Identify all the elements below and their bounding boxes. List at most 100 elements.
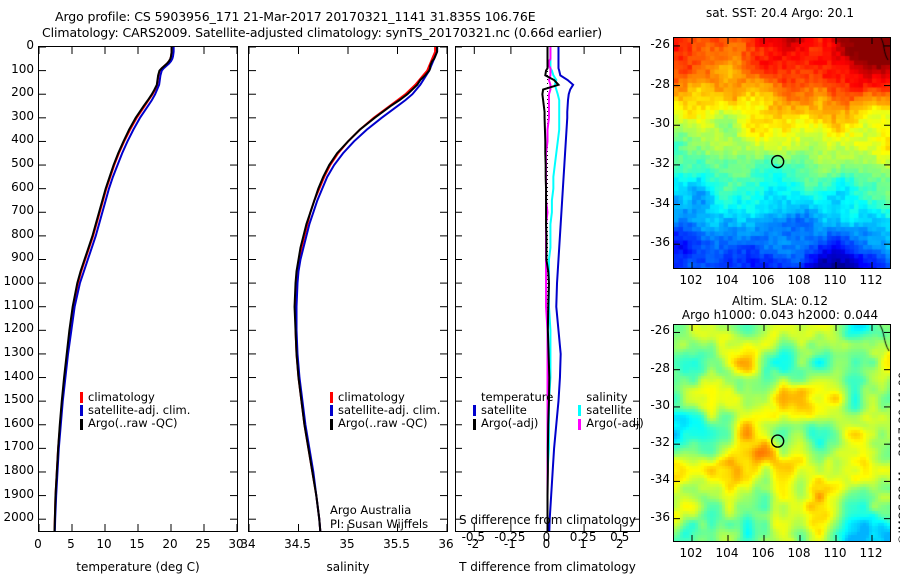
sla-map-title-line2: Argo h1000: 0.043 h2000: 0.044: [681, 308, 879, 322]
axis-tick-label: 104: [715, 546, 739, 560]
axis-tick-label: 0: [26, 38, 34, 52]
legend-label-s-satellite: satellite: [586, 403, 633, 418]
axis-tick-label: 30: [228, 537, 244, 551]
sst-map-canvas: [674, 38, 890, 268]
axis-tick-label: 35: [339, 537, 355, 551]
legend-label-climatology: climatology: [338, 390, 405, 404]
axis-tick-label: 400: [11, 132, 34, 147]
axis-tick-label: 0: [542, 537, 551, 551]
t-difference-axis-title: T difference from climatology: [459, 560, 636, 574]
axis-tick-label: 112: [859, 546, 883, 560]
axis-tick-label: 300: [11, 108, 34, 123]
salinity-panel: [248, 46, 448, 532]
temperature-argo-curve: [53, 47, 173, 531]
axis-tick-label: 1000: [3, 274, 34, 289]
axis-tick-label: 1100: [3, 297, 34, 312]
axis-tick-label: 102: [679, 546, 703, 560]
sla-map-canvas: [674, 325, 890, 541]
t-diff-argo-curve: [541, 47, 561, 531]
axis-tick-label: 1200: [3, 321, 34, 336]
axis-tick-label: -30: [650, 116, 670, 131]
legend-swatch-satellite-adj: [330, 405, 333, 417]
axis-tick-label: 1600: [3, 415, 34, 430]
legend-header-temperature-label: temperature: [481, 390, 554, 404]
legend-swatch-satellite-adj: [80, 405, 83, 417]
axis-tick-label: 34: [240, 537, 256, 551]
axis-tick-label: 2000: [3, 510, 34, 525]
axis-tick-label: -26: [650, 323, 670, 338]
t-diff-satellite-curve: [548, 47, 575, 531]
legend-label-satellite-adj: satellite-adj. clim.: [338, 403, 441, 418]
legend-swatch-argo-raw: [330, 418, 333, 430]
axis-tick-label: 1500: [3, 392, 34, 407]
axis-tick-label: 34.5: [284, 537, 311, 551]
plot-title-line2: Climatology: CARS2009. Satellite-adjuste…: [42, 25, 603, 40]
sst-map-overlay: [674, 38, 890, 268]
axis-tick-label: -28: [650, 360, 670, 375]
legend-item-satellite-adj: satellite-adj. clim.: [330, 404, 440, 417]
sla-map-title-line1: Altim. SLA: 0.12: [731, 294, 829, 308]
legend-swatch-argo-raw: [80, 418, 83, 430]
axis-tick-label: 10: [96, 537, 112, 551]
axis-tick-label: 1: [579, 537, 587, 551]
legend-label-argo-raw: Argo(..raw -QC): [88, 416, 178, 431]
salinity-argo-curve: [293, 47, 439, 531]
temperature-axis-title: temperature (deg C): [76, 560, 200, 574]
legend-swatch-s-satellite: [578, 405, 582, 417]
axis-tick-label: 0: [542, 530, 551, 544]
temperature-panel: [38, 46, 238, 532]
axis-tick-label: -30: [650, 397, 670, 412]
sla-map-overlay: [674, 325, 890, 541]
legend-item-t-argo: Argo(-adj): [473, 417, 553, 430]
axis-tick-label: 1900: [3, 486, 34, 501]
attribution-block: Argo Australia PI: Susan Wijffels: [330, 503, 428, 531]
legend-item-satellite-adj: satellite-adj. clim.: [80, 404, 190, 417]
legend-item-climatology: climatology: [330, 390, 440, 404]
axis-tick-label: -34: [650, 195, 670, 210]
axis-tick-label: 0.25: [569, 530, 597, 544]
attribution-line1: Argo Australia: [330, 503, 412, 517]
axis-tick-label: -26: [650, 36, 670, 51]
s-diff-satellite-curve: [546, 47, 561, 531]
legend-swatch-climatology: [80, 392, 83, 404]
temperature-legend: climatology satellite-adj. clim. Argo(..…: [80, 390, 190, 431]
legend-item-climatology: climatology: [80, 390, 190, 404]
axis-tick-label: 108: [787, 273, 811, 287]
legend-header-salinity: salinity: [578, 390, 643, 404]
legend-item-t-satellite: satellite: [473, 404, 553, 417]
salinity-satellite-adj-curve: [295, 47, 439, 531]
s-difference-axis-title: S difference from climatology: [459, 513, 636, 527]
sst-map-panel: [673, 37, 891, 269]
sla-map-panel: [673, 324, 891, 542]
axis-tick-label: 100: [11, 61, 34, 76]
sla-profile-marker-icon: [770, 434, 785, 448]
temperature-climatology-curve: [53, 47, 173, 531]
legend-swatch-s-argo: [578, 418, 582, 430]
legend-label-satellite-adj: satellite-adj. clim.: [88, 403, 191, 418]
salinity-ticks: [249, 47, 447, 531]
legend-label-climatology: climatology: [88, 390, 155, 404]
legend-swatch-t-argo: [473, 418, 476, 430]
legend-item-s-argo: Argo(-adj): [578, 416, 644, 431]
legend-label-s-argo: Argo(-adj): [586, 416, 644, 431]
plot-title-line1: Argo profile: CS 5903956_171 21-Mar-2017…: [55, 9, 536, 24]
legend-label-argo-raw: Argo(..raw -QC): [338, 416, 428, 431]
axis-tick-label: 106: [751, 273, 775, 287]
legend-item-argo-raw: Argo(..raw -QC): [80, 417, 190, 430]
difference-legend: temperature satellite Argo(-adj) salinit…: [473, 390, 644, 431]
salinity-climatology-curve: [294, 47, 437, 531]
axis-tick-label: 5: [67, 537, 75, 551]
axis-tick-label: -0.5: [461, 530, 485, 544]
axis-tick-label: -0.25: [494, 530, 526, 544]
imos-credit: ©IMOS 28-Mar-2017 20:41:00: [896, 371, 900, 545]
axis-tick-label: 700: [11, 203, 34, 218]
axis-tick-label: -36: [650, 509, 670, 524]
axis-tick-label: 1400: [3, 368, 34, 383]
axis-tick-label: 500: [11, 156, 34, 171]
axis-tick-label: -36: [650, 235, 670, 250]
axis-tick-label: 106: [751, 546, 775, 560]
legend-header-salinity-label: salinity: [586, 390, 628, 404]
axis-tick-label: 15: [129, 537, 145, 551]
axis-tick-label: 20: [162, 537, 178, 551]
axis-tick-label: 800: [11, 226, 34, 241]
